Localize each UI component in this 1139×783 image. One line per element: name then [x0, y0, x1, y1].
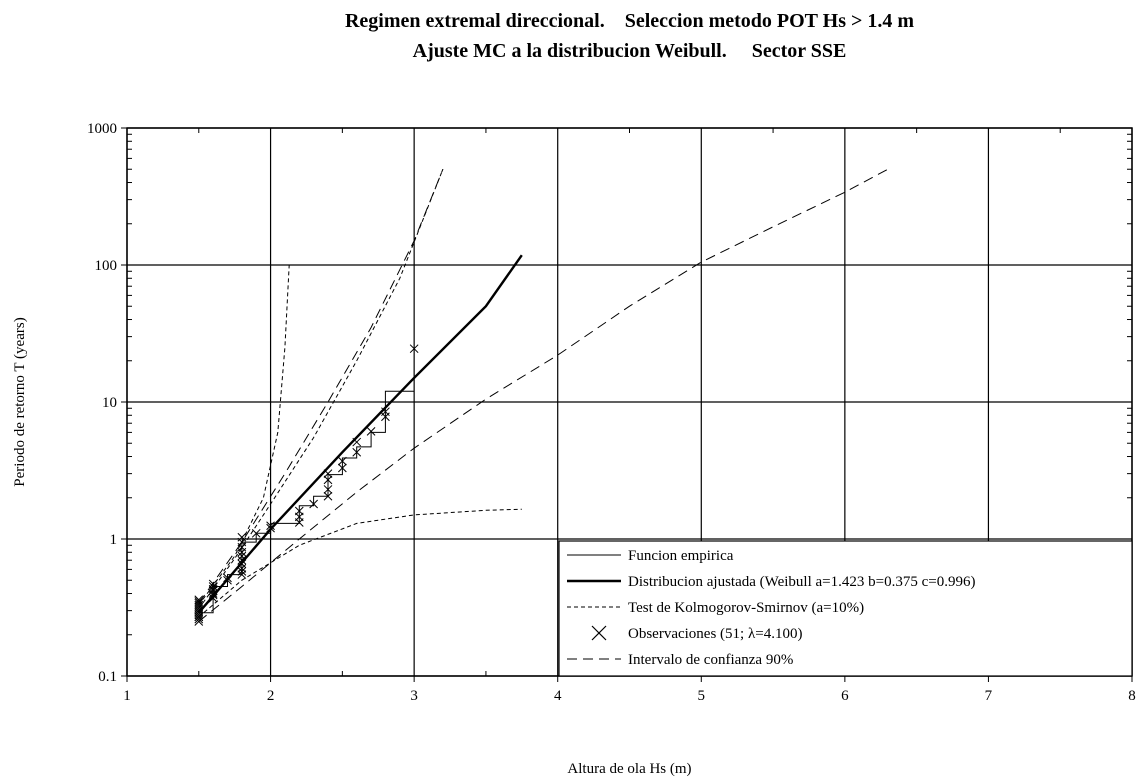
observation-point — [352, 447, 362, 457]
observation-point-stroke — [208, 586, 218, 595]
observation-point-stroke — [208, 589, 218, 598]
observation-point-stroke — [409, 344, 419, 354]
series-line — [197, 254, 523, 614]
observation-point — [237, 570, 247, 579]
y-tick-label: 1000 — [87, 121, 117, 137]
observation-point-stroke — [381, 407, 390, 417]
x-tick-label: 8 — [1128, 688, 1136, 704]
observation-point-stroke — [366, 427, 376, 436]
legend-label: Funcion empirica — [628, 548, 734, 564]
observation-point-stroke — [323, 469, 333, 478]
x-tick-label: 4 — [554, 688, 562, 704]
x-tick-label: 1 — [123, 688, 131, 704]
legend-box — [558, 540, 1133, 677]
observation-point-stroke — [338, 463, 347, 473]
legend-swatch-stroke — [591, 625, 607, 641]
observation-point — [194, 595, 204, 605]
observation-point-stroke — [208, 582, 218, 591]
x-axis-label: Altura de ola Hs (m) — [567, 761, 691, 777]
observation-point — [251, 528, 261, 538]
y-tick-label: 100 — [95, 258, 118, 274]
observation-point — [208, 582, 218, 591]
observation-point — [237, 559, 247, 569]
observation-point-stroke — [338, 456, 347, 466]
x-tick-label: 3 — [410, 688, 418, 704]
observation-point-stroke — [237, 532, 247, 542]
y-tick-label: 10 — [102, 395, 117, 411]
observation-point — [323, 485, 333, 494]
observation-point-stroke — [323, 491, 333, 501]
observation-point-stroke — [194, 595, 204, 605]
legend: Funcion empirica Distribucion ajustada (W… — [558, 540, 1133, 677]
observation-point — [409, 344, 419, 354]
observation-point-stroke — [352, 437, 362, 447]
observation-point — [352, 437, 362, 447]
legend-label: Observaciones (51; λ=4.100) — [628, 626, 802, 642]
observation-point — [208, 586, 218, 595]
series-line — [198, 169, 444, 604]
series-line — [198, 169, 444, 609]
observation-point-stroke — [223, 573, 232, 583]
series-line — [198, 508, 522, 618]
observation-point-stroke — [194, 614, 204, 624]
chart-title: Regimen extremal direccional. Seleccion … — [344, 10, 915, 32]
series-line — [198, 390, 415, 614]
observation-point — [237, 532, 247, 542]
legend-label: Test de Kolmogorov-Smirnov (a=10%) — [628, 600, 864, 616]
chart-subtitle: Ajuste MC a la distribucion Weibull. Sec… — [412, 40, 847, 62]
observation-point — [309, 499, 318, 509]
grid-lines — [126, 127, 1133, 677]
y-axis-label: Periodo de retorno T (years) — [12, 317, 28, 486]
observation-point — [338, 463, 347, 473]
y-tick-label: 0.1 — [98, 669, 117, 685]
observation-point-stroke — [294, 506, 304, 516]
observation-point — [381, 407, 390, 417]
observation-point-stroke — [237, 551, 247, 561]
tick-labels: 1 2 3 4 5 6 7 8 0.1 1 10 100 1000 — [87, 121, 1136, 704]
observation-point — [194, 614, 204, 624]
observation-point — [266, 523, 275, 533]
observation-point — [237, 551, 247, 561]
legend-swatch — [591, 625, 607, 641]
observation-point — [266, 521, 275, 531]
series-line — [198, 168, 889, 622]
observation-point-stroke — [266, 523, 275, 533]
observation-point — [223, 575, 232, 585]
observation-point — [237, 567, 247, 576]
observation-point-stroke — [251, 528, 261, 538]
observation-point — [366, 427, 376, 436]
observation-point — [323, 469, 333, 478]
observation-point — [294, 506, 304, 516]
observation-point-stroke — [237, 559, 247, 569]
y-tick-label: 1 — [110, 532, 118, 548]
observation-point-stroke — [323, 485, 333, 494]
observation-point-stroke — [223, 575, 232, 585]
x-tick-label: 5 — [698, 688, 706, 704]
observation-point — [323, 475, 333, 485]
observation-point — [338, 456, 347, 466]
plot-series — [194, 168, 889, 626]
observation-point — [208, 589, 218, 598]
observation-point-stroke — [352, 447, 362, 457]
x-tick-label: 6 — [841, 688, 849, 704]
observation-point — [223, 573, 232, 583]
observation-point-stroke — [323, 475, 333, 485]
observation-point-stroke — [309, 499, 318, 509]
observation-point-stroke — [237, 567, 247, 576]
observation-point — [237, 555, 247, 565]
observation-point-stroke — [237, 555, 247, 565]
observation-point — [194, 610, 204, 620]
legend-label: Distribucion ajustada (Weibull a=1.423 b… — [628, 574, 975, 590]
observation-point — [323, 491, 333, 501]
legend-label: Intervalo de confianza 90% — [628, 652, 793, 668]
observation-point-stroke — [194, 610, 204, 620]
observation-point-stroke — [266, 521, 275, 531]
series-line — [198, 264, 290, 606]
observation-point-stroke — [194, 612, 204, 622]
observation-point-stroke — [237, 570, 247, 579]
x-tick-label: 7 — [985, 688, 993, 704]
x-tick-label: 2 — [267, 688, 275, 704]
